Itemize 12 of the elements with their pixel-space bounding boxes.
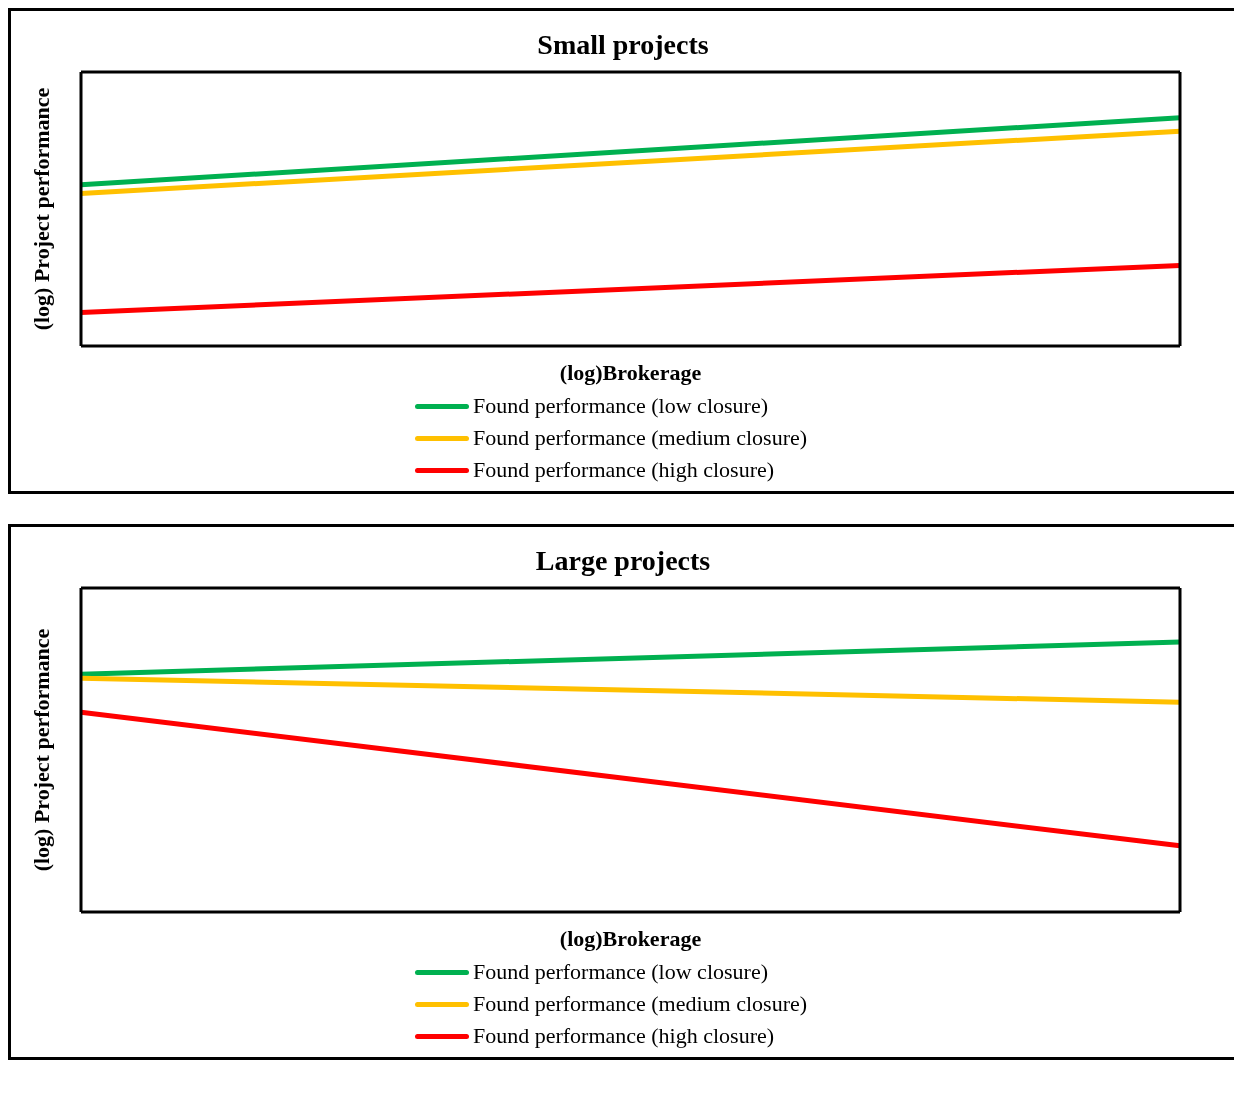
legend-label: Found performance (low closure) xyxy=(472,393,768,419)
legend-label: Found performance (medium closure) xyxy=(472,991,808,1017)
y-axis-title: (log) Project performance xyxy=(28,87,54,331)
chart-title: Large projects xyxy=(534,545,712,577)
x-axis-title: (log)Brokerage xyxy=(559,360,702,385)
legend-label: Found performance (high closure) xyxy=(472,457,775,483)
y-axis-title: (log) Project performance xyxy=(28,628,54,872)
legend-label: Found performance (low closure) xyxy=(472,959,768,985)
x-axis-title: (log)Brokerage xyxy=(559,926,702,951)
legend-label: Found performance (high closure) xyxy=(472,1023,775,1049)
legend-label: Found performance (medium closure) xyxy=(472,425,808,451)
chart-title: Small projects xyxy=(536,29,710,61)
